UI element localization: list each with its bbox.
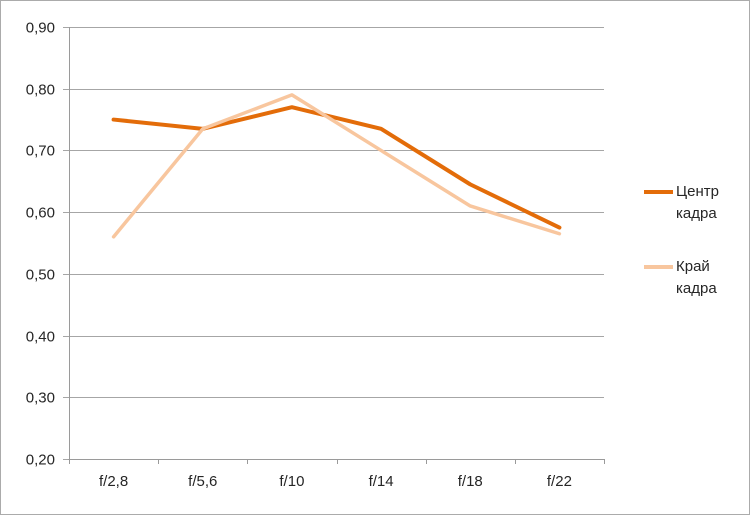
y-axis-label: 0,80 [26, 82, 55, 99]
x-axis-label: f/2,8 [99, 473, 128, 490]
x-axis-label: f/5,6 [188, 473, 217, 490]
y-axis-label: 0,90 [26, 20, 55, 37]
x-axis-label: f/10 [279, 473, 304, 490]
y-axis-label: 0,50 [26, 267, 55, 284]
y-axis-label: 0,70 [26, 143, 55, 160]
y-axis-label: 0,30 [26, 390, 55, 407]
x-axis-label: f/18 [458, 473, 483, 490]
series-line-1 [111, 93, 562, 239]
y-axis-label: 0,60 [26, 205, 55, 222]
y-axis-label: 0,40 [26, 329, 55, 346]
x-axis-label: f/22 [547, 473, 572, 490]
series-line-0 [111, 105, 562, 230]
x-axis-label: f/14 [369, 473, 394, 490]
y-axis-label: 0,20 [26, 452, 55, 469]
